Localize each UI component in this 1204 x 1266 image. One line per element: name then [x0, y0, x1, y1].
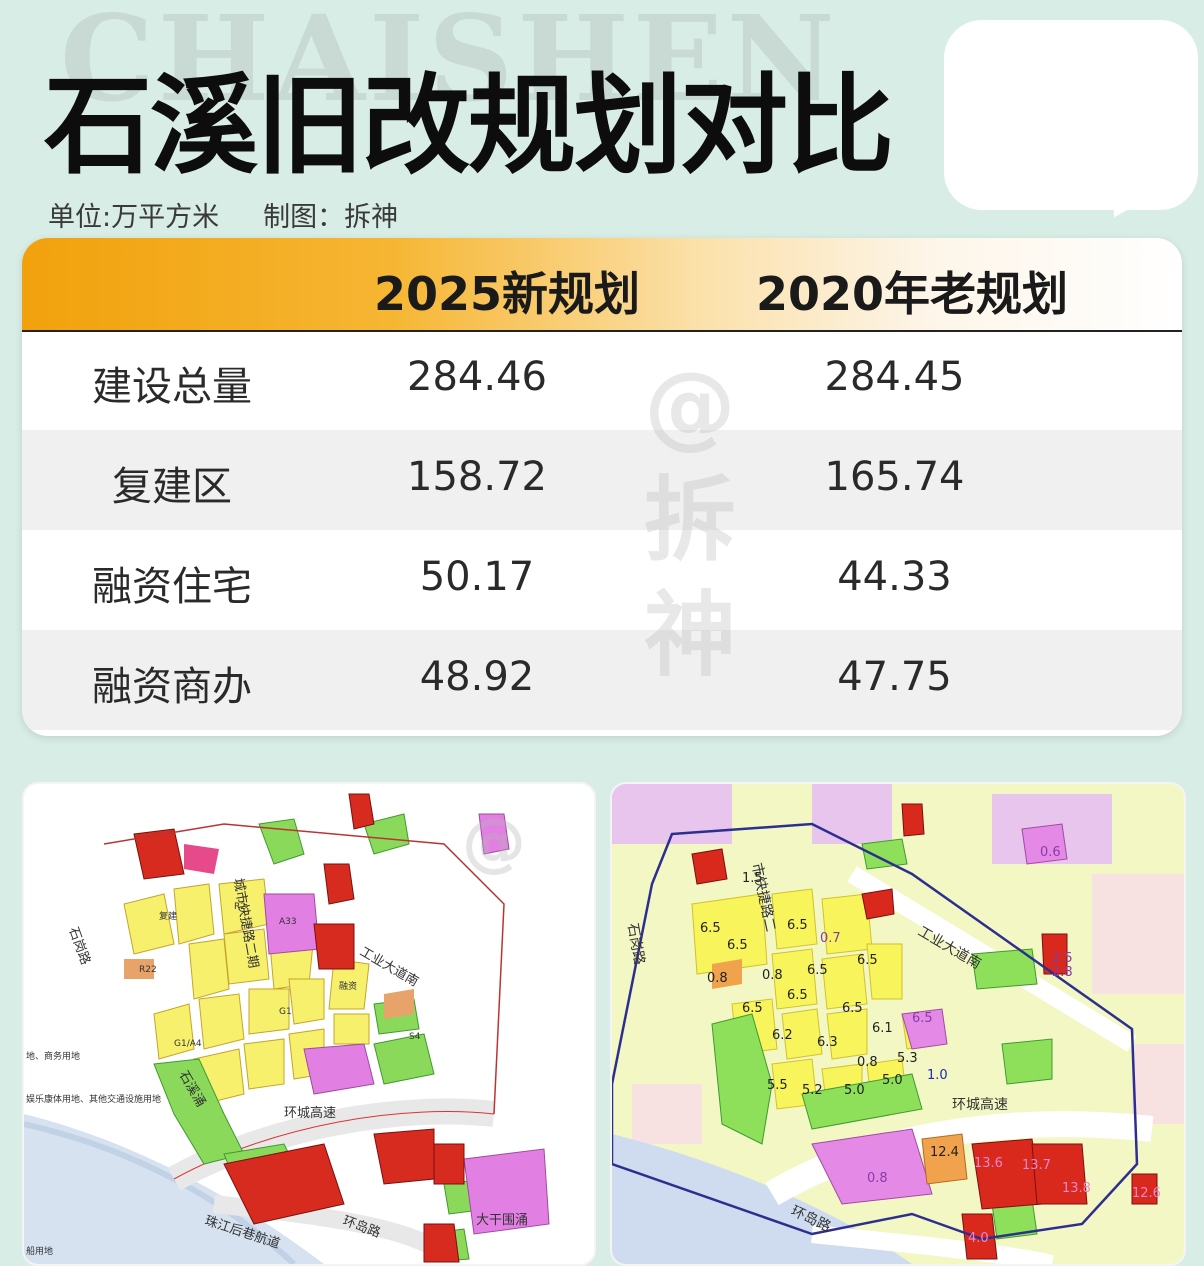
parcel-code: G1/A4	[174, 1039, 202, 1049]
plot-value: 2.8	[1052, 965, 1073, 980]
table-row: 复建区 158.72 165.74	[22, 430, 1182, 530]
plot-value: 6.5	[787, 988, 808, 1003]
plot-value: 12.6	[1132, 1186, 1161, 1201]
legend-note-3: 船用地	[26, 1245, 53, 1257]
plot-value: 12.4	[930, 1145, 959, 1160]
old-value: 165.74	[824, 454, 965, 500]
plot-value: 0.7	[820, 931, 841, 946]
old-value: 284.45	[824, 354, 965, 400]
parcel-code: R2	[234, 902, 246, 912]
plot-value: 5.3	[897, 1051, 918, 1066]
road-label-dagan: 大干围涌	[476, 1213, 528, 1228]
plot-value: 0.8	[857, 1055, 878, 1070]
plot-value: 6.2	[772, 1028, 793, 1043]
old-value: 47.75	[837, 654, 952, 700]
plot-value: 13.8	[1062, 1181, 1091, 1196]
plot-value: 5.2	[802, 1083, 823, 1098]
parcel-code: A33	[279, 917, 297, 927]
plot-value: 6.5	[787, 918, 808, 933]
plot-value: 6.5	[912, 1011, 933, 1026]
parcel-code: S4	[409, 1032, 421, 1042]
road-label-ring-highway: 环城高速	[284, 1105, 336, 1121]
plot-value: 5.5	[767, 1078, 788, 1093]
author-label: 制图：拆神	[263, 202, 399, 233]
table-watermark: @ 拆 神	[620, 348, 760, 693]
table-row: 建设总量 284.46 284.45	[22, 330, 1182, 430]
plot-value: 1.5	[742, 871, 763, 886]
plot-value: 5.0	[882, 1073, 903, 1088]
map-watermark: @	[462, 806, 526, 880]
parcel-code: G1	[279, 1007, 292, 1017]
plot-value: 0.8	[707, 971, 728, 986]
plot-value: 0.6	[1040, 845, 1061, 860]
legend-note-1: 地、商务用地	[26, 1050, 80, 1062]
new-value: 284.46	[407, 354, 547, 400]
parcel-code: 复建	[159, 910, 177, 922]
plot-value: 6.5	[857, 953, 878, 968]
plot-value: 6.5	[742, 1001, 763, 1016]
table-row: 融资商办 48.92 47.75	[22, 630, 1182, 730]
plot-value: 13.6	[974, 1156, 1003, 1171]
legend-note-2: 娱乐康体用地、其他交通设施用地	[26, 1093, 161, 1105]
plot-value: 1.0	[927, 1068, 948, 1083]
row-label: 融资商办	[92, 664, 252, 710]
plot-value: 6.5	[807, 963, 828, 978]
road-label-ring-highway: 环城高速	[952, 1096, 1008, 1113]
plot-value: 5.0	[844, 1083, 865, 1098]
plot-value: 6.3	[817, 1035, 838, 1050]
table-header: 2025新规划 2020年老规划	[22, 238, 1182, 332]
page-title: 石溪旧改规划对比	[44, 64, 894, 189]
plot-value: 0.8	[867, 1171, 888, 1186]
old-plan-map: 1.5 6.5 6.5 6.5 0.8 0.7 6.5 6.5 0.8 6.5 …	[610, 782, 1186, 1266]
plot-value: 6.5	[842, 1001, 863, 1016]
plot-value: 6.5	[727, 938, 748, 953]
row-label: 融资住宅	[92, 564, 252, 610]
new-value: 50.17	[419, 554, 535, 600]
new-value: 48.92	[419, 654, 535, 700]
parcel-code: R22	[139, 965, 157, 975]
row-label: 建设总量	[92, 364, 252, 410]
plot-value: 6.1	[872, 1021, 893, 1036]
table-row: 融资住宅 50.17 44.33	[22, 530, 1182, 630]
parcel-code: 融资	[339, 981, 357, 992]
unit-label: 单位:万平方米	[48, 202, 220, 233]
new-plan-map: 环城高速 环岛路 工业大道南 石岗路 城市快捷路二期 大干围涌 珠江后巷航道 石…	[22, 782, 596, 1266]
comparison-table: 2025新规划 2020年老规划 建设总量 284.46 284.45 复建区 …	[22, 238, 1182, 736]
header-old-plan: 2020年老规划	[755, 267, 1069, 321]
old-value: 44.33	[837, 554, 952, 600]
watermark-at: @	[644, 352, 736, 459]
plot-value: 0.8	[762, 968, 783, 983]
plot-value: 6.5	[700, 921, 721, 936]
header-new-plan: 2025新规划	[373, 267, 641, 321]
speech-bubble	[944, 20, 1198, 210]
watermark-char-1: 拆	[643, 467, 736, 574]
watermark-char-2: 神	[643, 582, 736, 689]
background-watermark: CHAISHEN	[60, 0, 839, 128]
row-label: 复建区	[112, 464, 232, 510]
subtitle: 单位:万平方米 制图：拆神	[48, 195, 398, 234]
new-value: 158.72	[407, 454, 547, 500]
plot-value: 13.7	[1022, 1158, 1051, 1173]
plot-value: 2.5	[1052, 951, 1073, 966]
plot-value: 4.0	[968, 1231, 989, 1246]
road-label-shigang: 石岗路	[624, 922, 647, 966]
